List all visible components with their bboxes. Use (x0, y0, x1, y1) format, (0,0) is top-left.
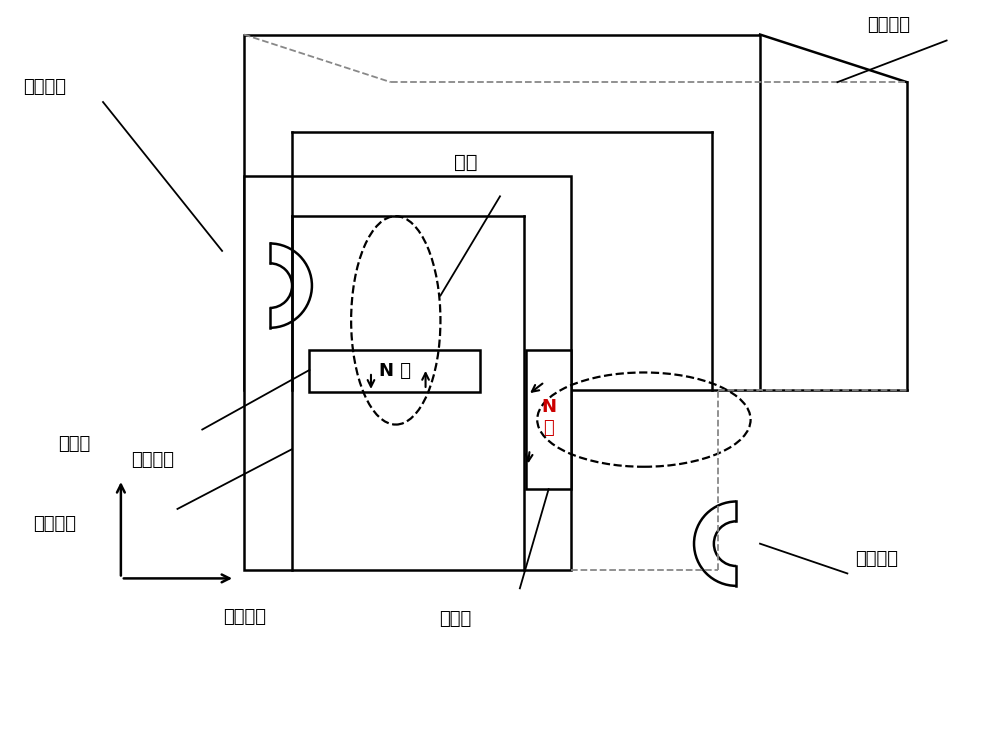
Bar (244, 35, 760, 390)
Text: 绕组线圈: 绕组线圈 (855, 550, 898, 567)
Text: N
极: N 极 (541, 398, 556, 437)
Text: 电机径向: 电机径向 (223, 608, 266, 626)
Text: 永磁体: 永磁体 (439, 610, 471, 628)
Text: 永磁体: 永磁体 (58, 436, 91, 453)
Bar (526, 350, 571, 489)
Text: N 极: N 极 (379, 362, 411, 380)
Text: 绕组线圈: 绕组线圈 (24, 78, 67, 96)
Text: 气隙: 气隙 (454, 153, 477, 172)
Text: 转子铁芯: 转子铁芯 (34, 515, 77, 533)
Bar (244, 176, 571, 570)
Bar (309, 350, 480, 392)
Text: 定子铁芯: 定子铁芯 (867, 15, 910, 34)
Text: 电机轴向: 电机轴向 (131, 451, 174, 469)
